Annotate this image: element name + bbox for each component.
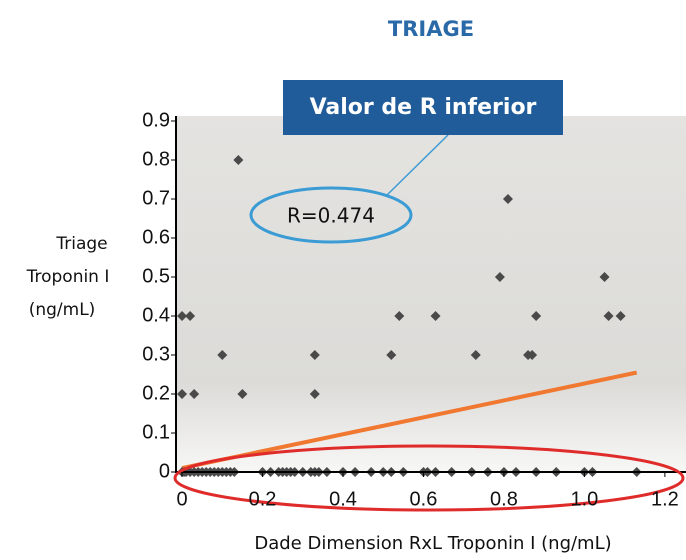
annotation-ellipse — [249, 186, 413, 244]
y-tick-label: 0.5 — [142, 265, 170, 287]
y-tick-label: 0.9 — [142, 109, 170, 131]
x-tick-label: 1.2 — [651, 488, 679, 510]
point — [531, 311, 542, 321]
point — [233, 155, 244, 165]
y-tick-label: 0.1 — [142, 421, 170, 443]
point — [177, 311, 188, 321]
point — [309, 389, 320, 399]
y-tick-label: 0 — [159, 460, 170, 482]
x-tick-label: 0.2 — [249, 488, 277, 510]
x-tick-label: 1.0 — [571, 488, 599, 510]
callout-text: Valor de R inferior — [310, 95, 537, 120]
point — [470, 350, 481, 360]
point — [502, 194, 513, 204]
x-tick-label: 0.4 — [329, 488, 357, 510]
y-axis-label: Triage — [55, 234, 107, 254]
point — [177, 389, 188, 399]
point — [603, 311, 614, 321]
point — [430, 311, 441, 321]
point — [189, 389, 200, 399]
annotation: R=0.474 — [287, 204, 375, 228]
x-tick-label: 0 — [176, 488, 187, 510]
y-tick-label: 0.7 — [142, 187, 170, 209]
point — [527, 350, 538, 360]
x-tick-label: 0.6 — [410, 488, 438, 510]
y-tick-label: 0.2 — [142, 382, 170, 404]
point — [615, 311, 626, 321]
y-tick-label: 0.4 — [142, 304, 170, 326]
point — [237, 389, 248, 399]
callout-connector — [385, 134, 449, 197]
x-tick-label: 0.8 — [490, 488, 518, 510]
y-tick-label: 0.6 — [142, 226, 170, 248]
y-tick-label: 0.3 — [142, 343, 170, 365]
y-axis-label: (ng/mL) — [29, 300, 96, 320]
point — [386, 350, 397, 360]
point — [185, 311, 196, 321]
trendline — [181, 370, 638, 471]
x-axis-label: Dade Dimension RxL Troponin I (ng/mL) — [254, 533, 611, 554]
point — [217, 350, 228, 360]
point — [309, 350, 320, 360]
point — [599, 272, 610, 282]
callout-box — [283, 80, 563, 135]
chart-title: TRIAGE — [388, 17, 474, 41]
point — [394, 311, 405, 321]
y-axis-label: Troponin I — [26, 267, 110, 287]
plot-area — [176, 116, 686, 472]
point — [494, 272, 505, 282]
y-tick-label: 0.8 — [142, 148, 170, 170]
highlight-ellipse — [173, 444, 685, 512]
